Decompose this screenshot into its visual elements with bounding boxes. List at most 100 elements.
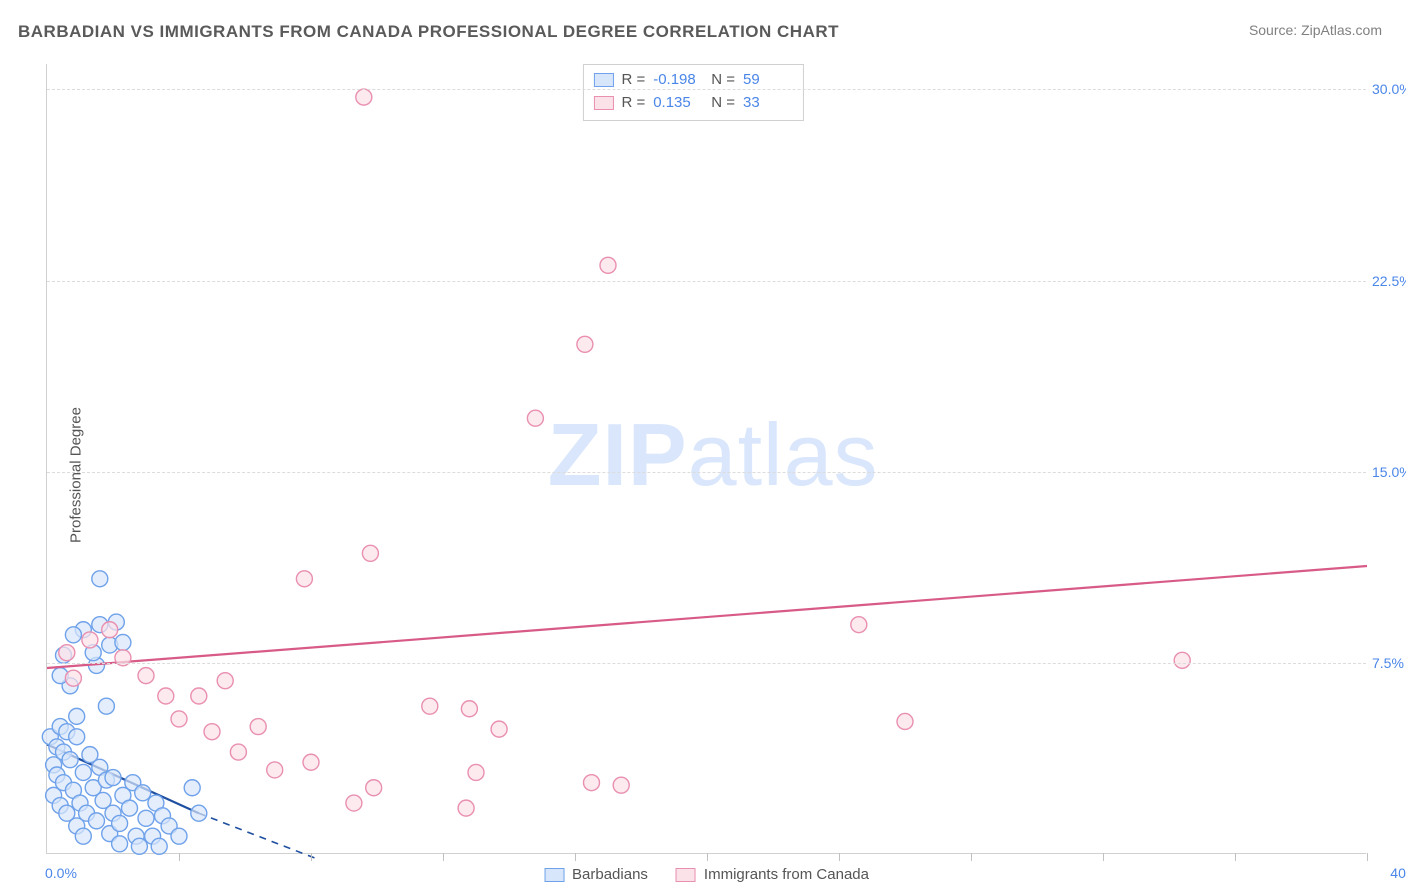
data-point-immigrants-canada bbox=[897, 713, 913, 729]
data-point-barbadians bbox=[65, 627, 81, 643]
legend-item-barbadians: Barbadians bbox=[544, 866, 648, 883]
data-point-immigrants-canada bbox=[600, 257, 616, 273]
data-point-barbadians bbox=[105, 770, 121, 786]
data-point-immigrants-canada bbox=[230, 744, 246, 760]
chart-container: Professional Degree ZIPatlas R =-0.198N … bbox=[0, 58, 1406, 892]
data-point-immigrants-canada bbox=[461, 701, 477, 717]
data-point-barbadians bbox=[75, 764, 91, 780]
data-point-immigrants-canada bbox=[851, 617, 867, 633]
data-point-immigrants-canada bbox=[362, 545, 378, 561]
gridline bbox=[47, 281, 1366, 282]
data-point-immigrants-canada bbox=[584, 775, 600, 791]
data-point-immigrants-canada bbox=[191, 688, 207, 704]
data-point-immigrants-canada bbox=[527, 410, 543, 426]
data-point-barbadians bbox=[122, 800, 138, 816]
data-point-immigrants-canada bbox=[59, 645, 75, 661]
data-point-immigrants-canada bbox=[458, 800, 474, 816]
data-point-immigrants-canada bbox=[171, 711, 187, 727]
data-point-immigrants-canada bbox=[577, 336, 593, 352]
n-label: N = bbox=[711, 92, 735, 115]
plot-area: ZIPatlas R =-0.198N =59R =0.135N =33 0.0… bbox=[46, 64, 1366, 854]
data-point-immigrants-canada bbox=[102, 622, 118, 638]
data-point-barbadians bbox=[171, 828, 187, 844]
gridline bbox=[47, 663, 1366, 664]
y-tick-label: 22.5% bbox=[1372, 273, 1406, 289]
n-value-immigrants-canada: 33 bbox=[743, 92, 793, 115]
source-prefix: Source: bbox=[1249, 22, 1301, 38]
data-point-barbadians bbox=[98, 698, 114, 714]
legend-item-immigrants-canada: Immigrants from Canada bbox=[676, 866, 869, 883]
y-tick-label: 30.0% bbox=[1372, 81, 1406, 97]
data-point-immigrants-canada bbox=[422, 698, 438, 714]
r-label: R = bbox=[621, 92, 645, 115]
data-point-immigrants-canada bbox=[1174, 652, 1190, 668]
legend-label-immigrants-canada: Immigrants from Canada bbox=[704, 866, 869, 883]
legend-swatch-barbadians bbox=[544, 868, 564, 882]
x-tick bbox=[575, 853, 576, 861]
data-point-barbadians bbox=[138, 810, 154, 826]
x-tick bbox=[1367, 853, 1368, 861]
r-label: R = bbox=[621, 69, 645, 92]
data-point-immigrants-canada bbox=[356, 89, 372, 105]
x-tick bbox=[839, 853, 840, 861]
stats-legend: R = -0.198 N = 59 R = 0.135 N = 33 bbox=[582, 64, 804, 121]
x-origin-label: 0.0% bbox=[45, 865, 77, 881]
data-point-immigrants-canada bbox=[296, 571, 312, 587]
data-point-immigrants-canada bbox=[158, 688, 174, 704]
data-point-immigrants-canada bbox=[138, 668, 154, 684]
x-tick bbox=[179, 853, 180, 861]
y-tick-label: 15.0% bbox=[1372, 464, 1406, 480]
data-point-immigrants-canada bbox=[250, 719, 266, 735]
data-point-barbadians bbox=[184, 780, 200, 796]
data-point-barbadians bbox=[112, 815, 128, 831]
x-tick bbox=[971, 853, 972, 861]
data-point-barbadians bbox=[135, 785, 151, 801]
y-tick-label: 7.5% bbox=[1372, 655, 1406, 671]
data-point-immigrants-canada bbox=[613, 777, 629, 793]
data-point-immigrants-canada bbox=[217, 673, 233, 689]
data-point-barbadians bbox=[112, 836, 128, 852]
x-tick bbox=[1103, 853, 1104, 861]
data-point-immigrants-canada bbox=[65, 670, 81, 686]
data-point-barbadians bbox=[75, 828, 91, 844]
scatter-svg-layer bbox=[47, 64, 1366, 853]
x-max-label: 40.0% bbox=[1390, 865, 1406, 881]
swatch-barbadians bbox=[593, 73, 613, 87]
data-point-barbadians bbox=[151, 838, 167, 854]
swatch-immigrants-canada bbox=[593, 96, 613, 110]
trend-line-dash-barbadians bbox=[199, 813, 318, 859]
x-tick bbox=[707, 853, 708, 861]
data-point-barbadians bbox=[62, 752, 78, 768]
chart-title: BARBADIAN VS IMMIGRANTS FROM CANADA PROF… bbox=[18, 22, 839, 42]
data-point-barbadians bbox=[89, 813, 105, 829]
data-point-immigrants-canada bbox=[346, 795, 362, 811]
r-value-immigrants-canada: 0.135 bbox=[653, 92, 703, 115]
data-point-immigrants-canada bbox=[204, 724, 220, 740]
legend-label-barbadians: Barbadians bbox=[572, 866, 648, 883]
n-value-barbadians: 59 bbox=[743, 69, 793, 92]
source-attribution: Source: ZipAtlas.com bbox=[1249, 22, 1382, 38]
data-point-barbadians bbox=[69, 708, 85, 724]
data-point-immigrants-canada bbox=[267, 762, 283, 778]
stats-row-immigrants-canada: R = 0.135 N = 33 bbox=[593, 92, 793, 115]
x-tick bbox=[1235, 853, 1236, 861]
data-point-immigrants-canada bbox=[468, 764, 484, 780]
n-label: N = bbox=[711, 69, 735, 92]
x-tick bbox=[311, 853, 312, 861]
gridline bbox=[47, 472, 1366, 473]
gridline bbox=[47, 89, 1366, 90]
data-point-barbadians bbox=[131, 838, 147, 854]
data-point-barbadians bbox=[69, 729, 85, 745]
stats-row-barbadians: R = -0.198 N = 59 bbox=[593, 69, 793, 92]
source-name: ZipAtlas.com bbox=[1301, 22, 1382, 38]
trend-line-immigrants-canada bbox=[47, 566, 1367, 668]
r-value-barbadians: -0.198 bbox=[653, 69, 703, 92]
data-point-immigrants-canada bbox=[303, 754, 319, 770]
data-point-immigrants-canada bbox=[366, 780, 382, 796]
data-point-immigrants-canada bbox=[82, 632, 98, 648]
data-point-barbadians bbox=[115, 634, 131, 650]
legend-swatch-immigrants-canada bbox=[676, 868, 696, 882]
data-point-barbadians bbox=[191, 805, 207, 821]
data-point-immigrants-canada bbox=[491, 721, 507, 737]
data-point-barbadians bbox=[92, 571, 108, 587]
